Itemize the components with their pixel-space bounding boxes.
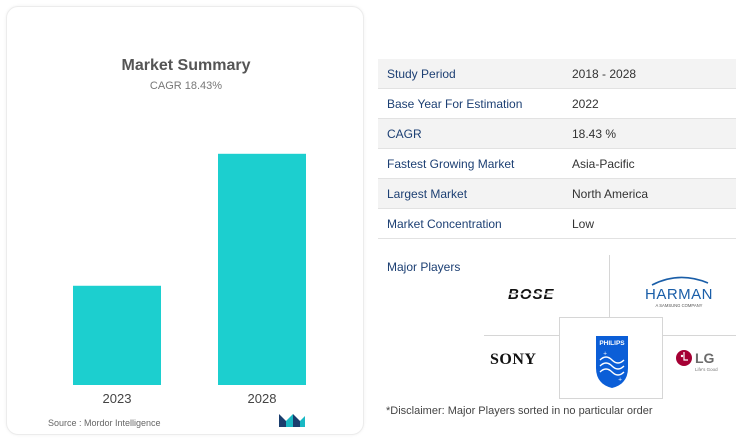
bar-2028 xyxy=(218,153,306,385)
info-label: Largest Market xyxy=(387,186,468,201)
bose-logo: BOSE xyxy=(504,285,584,308)
info-row: Market Concentration Low xyxy=(378,209,736,239)
philips-logo-box: PHILIPS + + xyxy=(559,317,663,399)
info-value: 2018 - 2028 xyxy=(572,66,637,81)
lg-tagline: Life's Good xyxy=(695,367,718,372)
harman-logo: HARMAN A SAMSUNG COMPANY xyxy=(634,273,724,318)
grid-divider xyxy=(663,335,736,336)
info-value: Asia-Pacific xyxy=(572,156,635,171)
major-players-label: Major Players xyxy=(387,260,461,274)
mordor-intelligence-logo-icon xyxy=(279,414,305,427)
info-label: Study Period xyxy=(387,66,456,81)
harman-tagline: A SAMSUNG COMPANY xyxy=(656,303,703,308)
major-players-grid: BOSE HARMAN A SAMSUNG COMPANY SONY PHILI… xyxy=(484,255,736,400)
market-info-table: Study Period 2018 - 2028 Base Year For Est… xyxy=(378,59,736,239)
svg-text:+: + xyxy=(618,377,622,383)
info-row: CAGR 18.43 % xyxy=(378,119,736,149)
info-row: Study Period 2018 - 2028 xyxy=(378,59,736,89)
info-label: Market Concentration xyxy=(387,216,502,231)
info-row: Base Year For Estimation 2022 xyxy=(378,89,736,119)
info-row: Fastest Growing Market Asia-Pacific xyxy=(378,149,736,179)
info-label: CAGR xyxy=(387,126,422,141)
chart-title: Market Summary xyxy=(121,57,251,74)
x-tick-label: 2023 xyxy=(103,391,132,406)
disclaimer-note: *Disclaimer: Major Players sorted in no … xyxy=(386,405,653,417)
bar-2023 xyxy=(73,285,161,385)
market-summary-card: Market Summary CAGR 18.43% 2023 2028 Sour… xyxy=(6,6,364,435)
grid-divider xyxy=(484,335,559,336)
sony-logo-text: SONY xyxy=(490,351,537,368)
bar-chart: 2023 2028 xyxy=(73,153,306,406)
philips-shield-logo: PHILIPS + + xyxy=(596,336,628,388)
grid-divider xyxy=(609,255,610,317)
info-value: 18.43 % xyxy=(572,126,617,141)
source-note: Source : Mordor Intelligence xyxy=(48,418,161,428)
info-label: Fastest Growing Market xyxy=(387,156,515,171)
info-label: Base Year For Estimation xyxy=(387,96,523,111)
chart-subtitle: CAGR 18.43% xyxy=(149,80,223,92)
harman-logo-text: HARMAN xyxy=(645,286,713,303)
info-value: North America xyxy=(572,186,649,201)
info-value: 2022 xyxy=(572,96,599,111)
lg-logo: LG Life's Good xyxy=(674,347,724,382)
sony-logo: SONY xyxy=(490,351,536,369)
philips-logo-text: PHILIPS xyxy=(599,340,625,347)
info-row: Largest Market North America xyxy=(378,179,736,209)
info-value: Low xyxy=(572,216,595,231)
lg-logo-text: LG xyxy=(695,350,715,366)
x-tick-label: 2028 xyxy=(248,391,277,406)
svg-text:+: + xyxy=(603,351,607,357)
